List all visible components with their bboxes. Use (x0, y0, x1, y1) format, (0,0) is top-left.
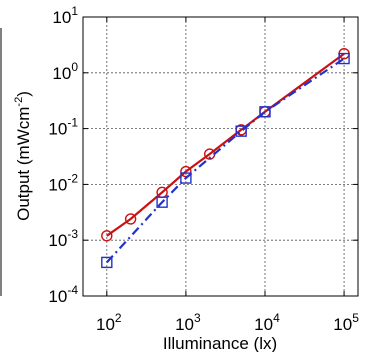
x-tick-label-base: 10 (254, 315, 273, 334)
series-2-point (338, 52, 350, 65)
series-1-point (124, 213, 137, 225)
x-tick-label-base: 10 (96, 315, 115, 334)
x-tick-label-base: 10 (175, 315, 194, 334)
y-tick-label-base: 10 (52, 8, 71, 27)
y-tick-label-exponent: -2 (67, 171, 78, 185)
x-tick-label: 102 (96, 311, 122, 334)
y-tick-label-exponent: -1 (67, 116, 78, 130)
y-tick-label-base: 10 (52, 64, 71, 83)
y-tick-label: 10-4 (48, 283, 78, 306)
x-tick-label-base: 10 (333, 315, 352, 334)
plot-frame (82, 16, 359, 297)
y-tick-label-base: 10 (48, 120, 67, 139)
series-2-point (235, 125, 247, 137)
x-tick-label: 105 (333, 311, 359, 334)
series-1-point (180, 165, 192, 178)
y-tick-label: 10-2 (48, 171, 78, 194)
y-axis-label-exponent: -2 (13, 97, 25, 107)
y-tick-label-exponent: 0 (71, 60, 78, 74)
x-tick-label: 104 (254, 311, 280, 334)
x-axis-label: Illuminance (lx) (163, 334, 277, 352)
y-axis-label: Output (mWcm-2) (13, 91, 33, 221)
y-tick-label-exponent: 1 (71, 4, 78, 18)
y-tick-label: 10-1 (48, 116, 78, 139)
series-2-point (156, 196, 168, 208)
series-layer (101, 47, 350, 269)
series-2-point (180, 172, 192, 184)
series-2-point (101, 256, 113, 269)
y-tick-label-exponent: -4 (67, 283, 78, 297)
y-tick-label-base: 10 (48, 287, 67, 306)
x-tick-label: 103 (175, 311, 201, 334)
series-2-line (105, 57, 345, 264)
axis-ticks (83, 16, 358, 297)
x-tick-label-exponent: 2 (115, 311, 122, 325)
y-tick-label-base: 10 (48, 175, 67, 194)
series-2-point (259, 106, 271, 118)
grid-lines (83, 17, 358, 296)
series-1-point (101, 230, 113, 242)
y-tick-label-exponent: -3 (67, 227, 78, 241)
series-2 (101, 52, 350, 269)
y-tick-label: 101 (52, 4, 78, 27)
x-tick-label-exponent: 5 (352, 311, 359, 325)
series-1-line (106, 52, 345, 237)
y-tick-label: 100 (52, 60, 78, 83)
y-axis-label-suffix: ) (14, 91, 33, 97)
y-tick-label: 10-3 (48, 227, 78, 250)
x-tick-label-exponent: 4 (273, 311, 280, 325)
series-1 (101, 47, 350, 242)
y-tick-label-base: 10 (48, 231, 67, 250)
x-tick-label-exponent: 3 (194, 311, 201, 325)
y-axis-label-prefix: Output (mWcm (14, 107, 33, 221)
